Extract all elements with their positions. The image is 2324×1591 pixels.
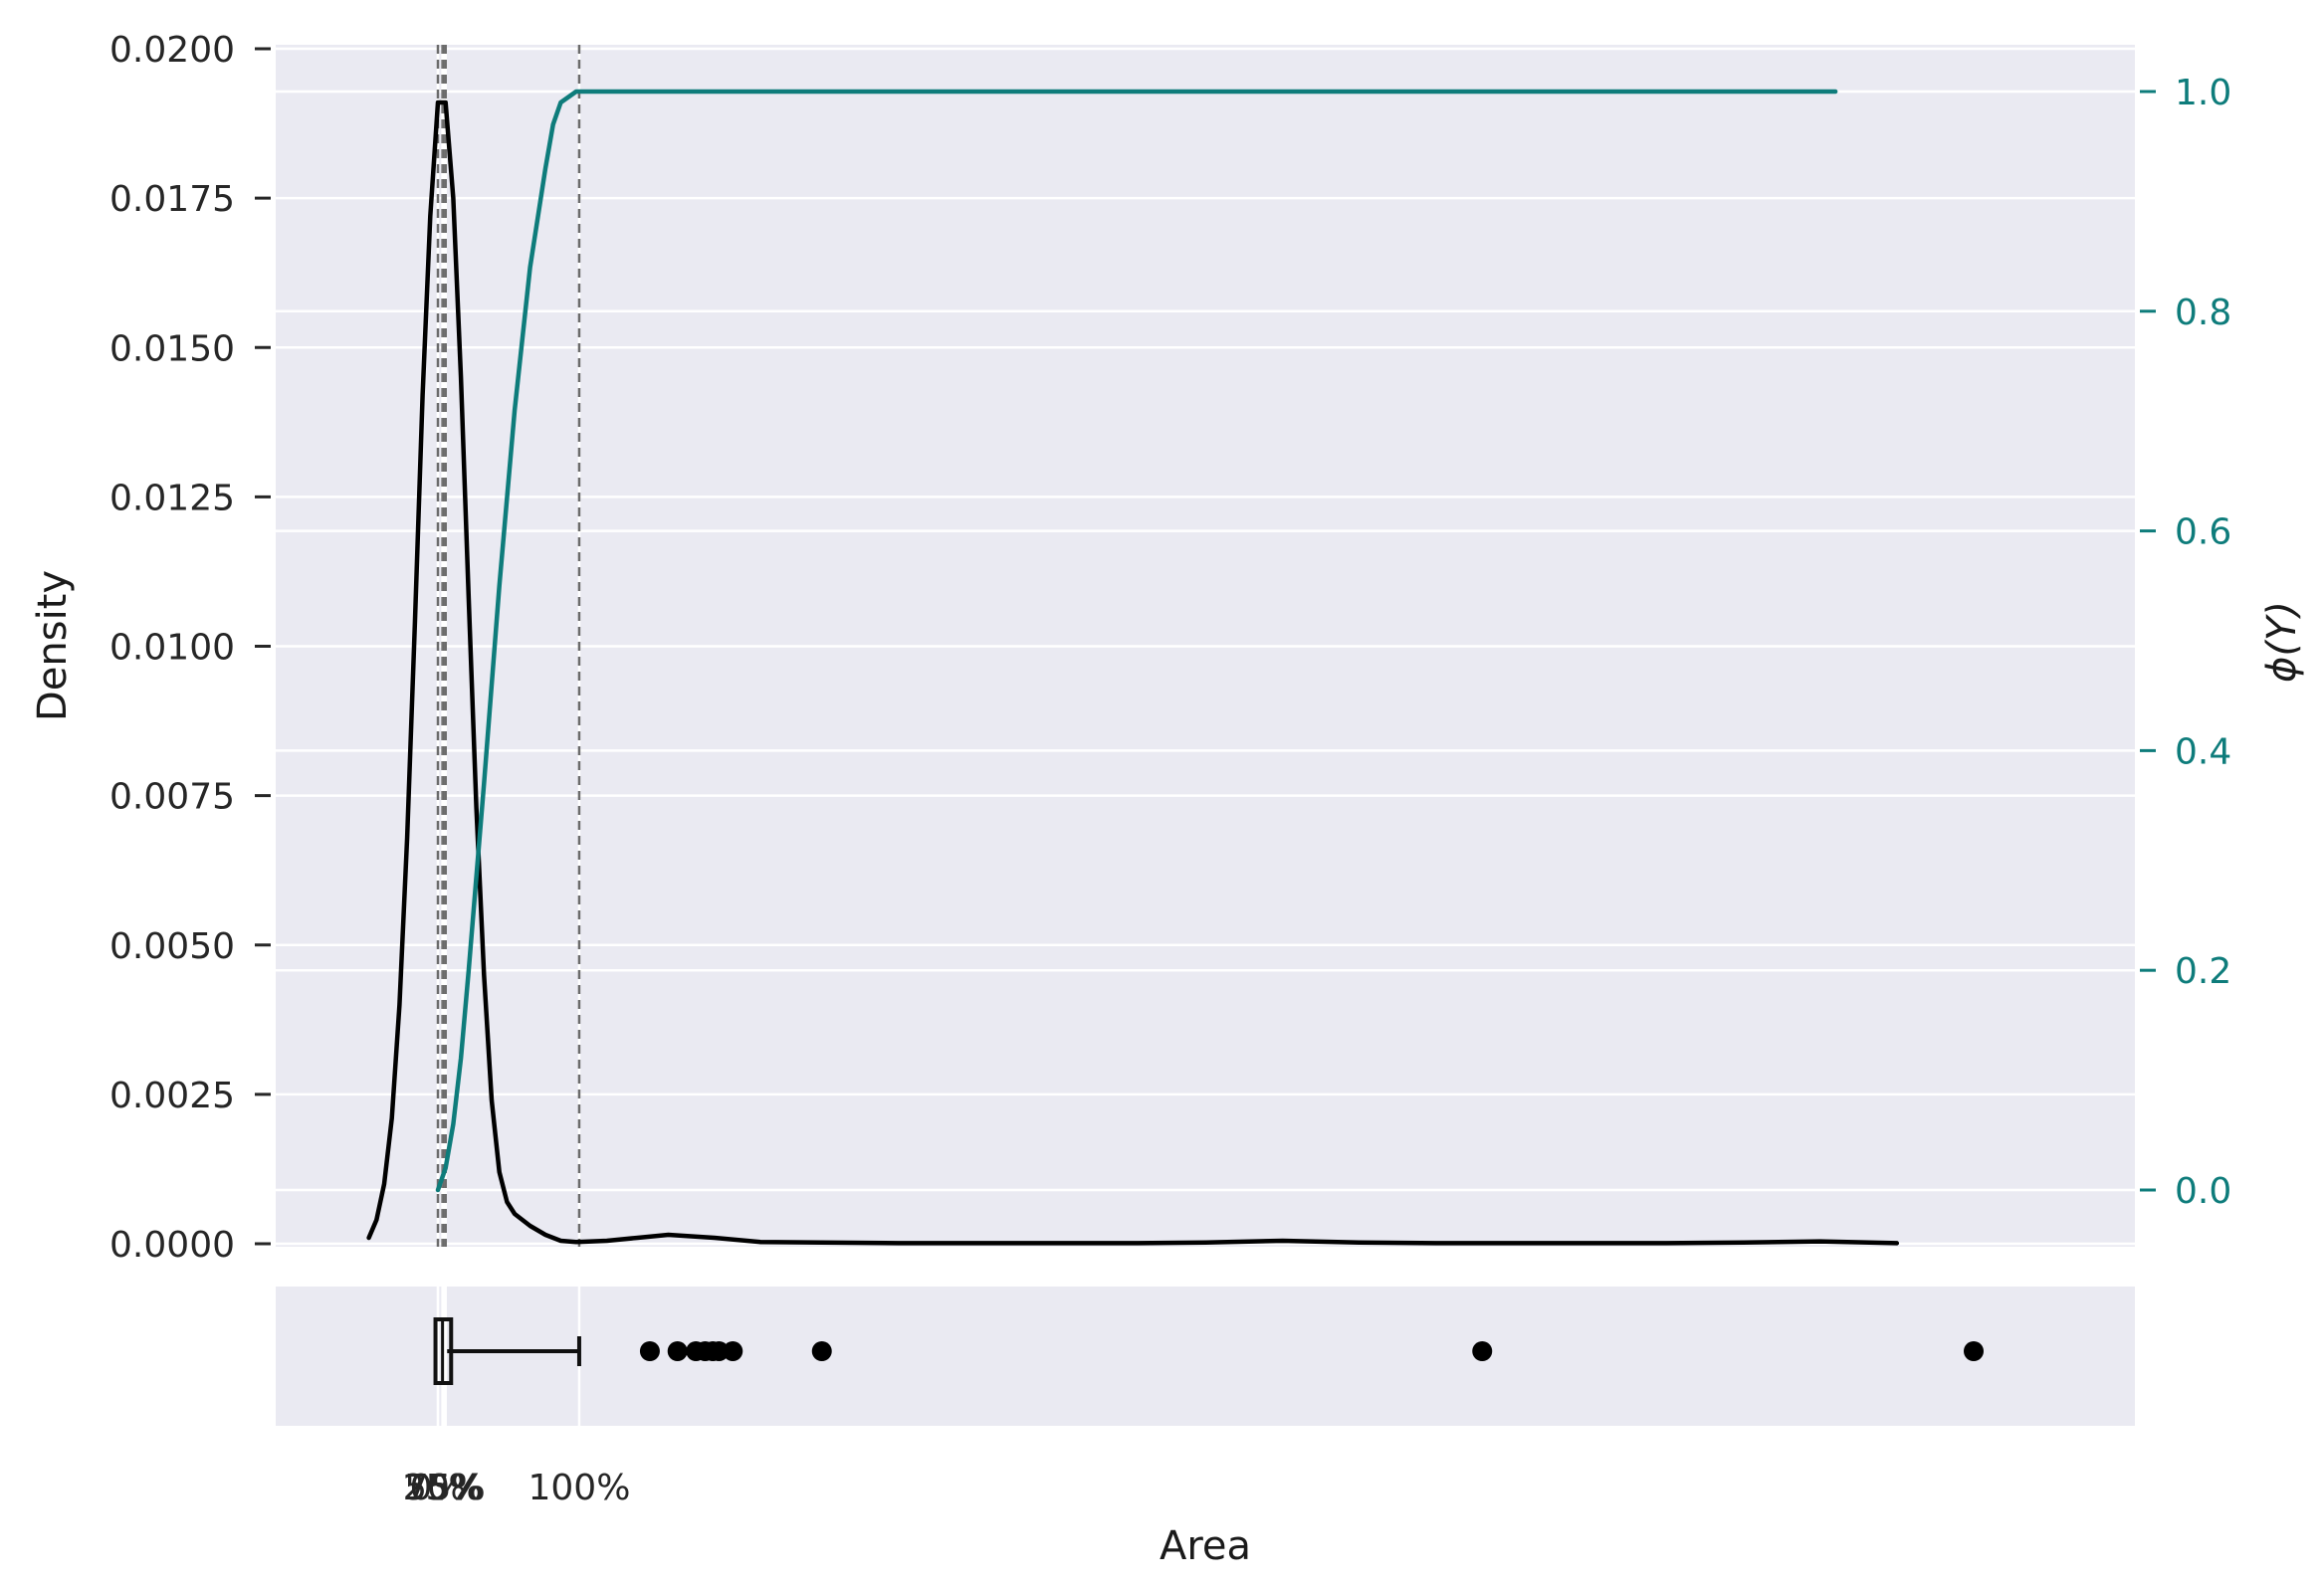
outlier-point bbox=[709, 1341, 730, 1361]
outlier-point bbox=[1472, 1341, 1493, 1361]
x-axis-label: Area bbox=[1160, 1523, 1251, 1569]
left-tick-label: 0.0100 bbox=[109, 628, 235, 669]
left-tick-label: 0.0125 bbox=[109, 478, 235, 518]
right-axis: 0.0 0.2 0.4 0.6 0.8 1.0 bbox=[2140, 73, 2231, 1212]
right-tick-label: 0.2 bbox=[2175, 951, 2231, 992]
left-tick-label: 0.0000 bbox=[109, 1225, 235, 1266]
right-y-axis-label: ϕ(Y) bbox=[2259, 601, 2305, 683]
quantile-labels: 0%25%50%75% 100% bbox=[403, 1468, 631, 1508]
outlier-point bbox=[723, 1341, 743, 1361]
outlier-point bbox=[667, 1341, 688, 1361]
boxplot-area bbox=[276, 1287, 2135, 1426]
left-y-axis-label: Density bbox=[30, 570, 76, 721]
series-lines bbox=[366, 89, 1900, 1246]
right-tick-label: 0.0 bbox=[2175, 1171, 2231, 1212]
cdf-line bbox=[435, 89, 1838, 1193]
quantile-label: 50% bbox=[404, 1468, 484, 1508]
gridlines bbox=[276, 47, 2135, 1246]
density-line bbox=[366, 99, 1900, 1246]
quantile-label: 0% bbox=[409, 1468, 466, 1508]
quantile-lines bbox=[436, 45, 581, 1426]
right-tick-label: 0.4 bbox=[2175, 731, 2231, 772]
quantile-label: 100% bbox=[528, 1468, 630, 1508]
outlier-point bbox=[1964, 1341, 1984, 1361]
left-tick-label: 0.0075 bbox=[109, 777, 235, 818]
boxplot bbox=[433, 1317, 1984, 1385]
left-tick-label: 0.0150 bbox=[109, 328, 235, 369]
right-tick-label: 0.8 bbox=[2175, 293, 2231, 333]
left-tick-label: 0.0200 bbox=[109, 30, 235, 71]
left-axis: 0.0000 0.0025 0.0050 0.0075 0.0100 0.0125 0.01… bbox=[109, 30, 271, 1266]
right-tick-label: 0.6 bbox=[2175, 512, 2231, 553]
quantile-label: 25% bbox=[403, 1468, 483, 1508]
left-tick-label: 0.0175 bbox=[109, 179, 235, 220]
quantile-label: 75% bbox=[406, 1468, 486, 1508]
right-tick-label: 1.0 bbox=[2175, 73, 2231, 113]
outlier-point bbox=[811, 1341, 832, 1361]
left-tick-label: 0.0050 bbox=[109, 926, 235, 967]
outlier-point bbox=[639, 1341, 660, 1361]
left-tick-label: 0.0025 bbox=[109, 1076, 235, 1116]
